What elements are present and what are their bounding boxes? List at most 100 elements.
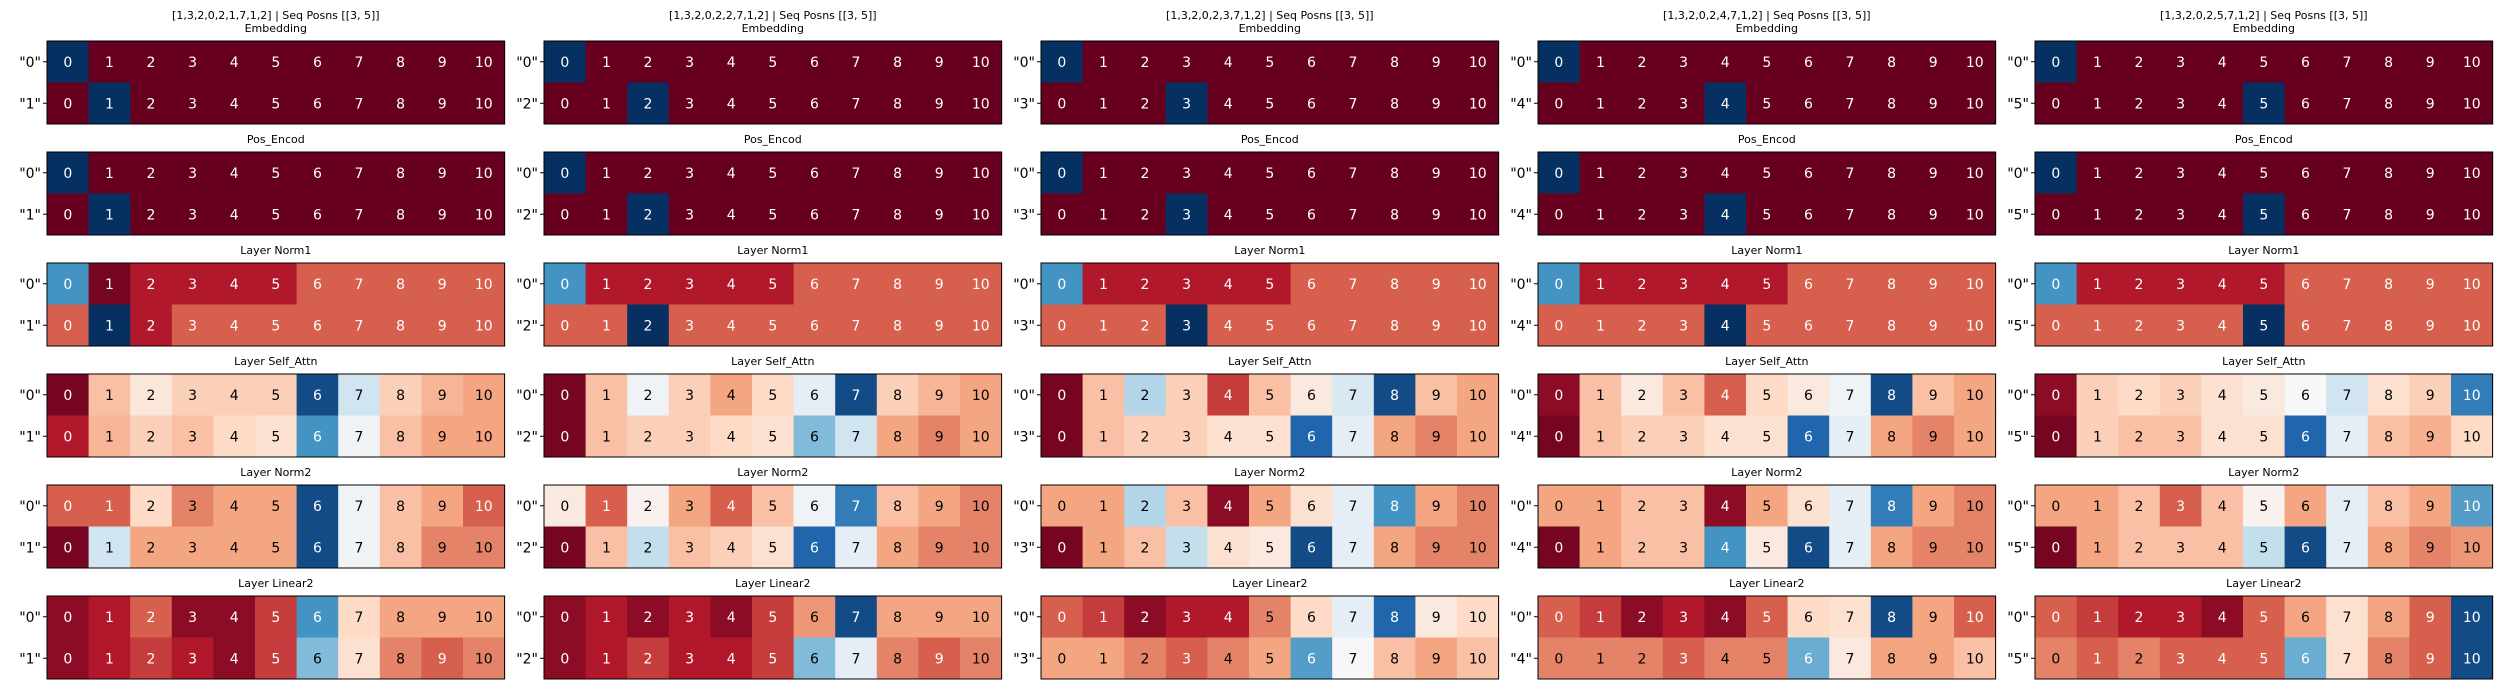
heatmap-cell [960,263,1003,305]
cell-label: 5 [2259,55,2268,71]
heatmap-cell [2035,374,2078,416]
cell-label: 8 [1887,651,1896,667]
cell-label: 3 [2176,651,2185,667]
cell-label: 5 [1762,499,1771,515]
heatmap-cell [1290,263,1333,305]
cell-label: 5 [1265,610,1274,626]
heatmap-cell [627,637,670,680]
cell-label: 5 [2259,318,2268,334]
heatmap-cell [2201,152,2244,194]
heatmap-cell [1829,41,1872,83]
cell-label: 3 [1679,540,1688,556]
heatmap-cell [2118,304,2161,347]
panel-title: [1,3,2,0,2,1,7,1,2] | Seq Posns [[3, 5]] [172,9,380,22]
cell-label: 5 [1265,429,1274,445]
heatmap-cell [585,304,628,347]
heatmap-frame [2034,373,2494,458]
heatmap-cell [338,193,381,236]
cell-label: 6 [313,388,322,404]
cell-label: 6 [313,207,322,223]
cell-label: 2 [1638,318,1647,334]
cell-label: 6 [1804,429,1813,445]
cell-label: 7 [852,96,861,112]
cell-label: 4 [230,610,239,626]
heatmap-cell [47,526,90,569]
cell-label: 2 [644,166,653,182]
row-label: "4" [1510,651,1532,667]
cell-label: 8 [396,277,405,293]
cell-label: 10 [972,388,990,404]
cell-label: 8 [2384,55,2393,71]
heatmap-cell [544,193,587,236]
heatmap-cell [2076,485,2119,527]
cell-label: 10 [1469,651,1487,667]
cell-label: 6 [313,540,322,556]
heatmap-cell [2118,526,2161,569]
heatmap-cell [960,304,1003,347]
row-label: "0" [2007,499,2029,515]
cell-label: 9 [438,166,447,182]
heatmap-cell [1207,152,1250,194]
heatmap-cell [2201,263,2244,305]
heatmap-cell [379,82,422,125]
cell-label: 9 [2426,318,2435,334]
heatmap-cell [835,193,878,236]
heatmap-cell [2451,374,2494,416]
cell-label: 10 [475,499,493,515]
cell-label: 0 [1554,207,1563,223]
heatmap-cell [627,415,670,458]
cell-label: 4 [230,55,239,71]
heatmap-cell [2451,526,2494,569]
cell-label: 6 [2301,318,2310,334]
cell-label: 4 [230,207,239,223]
cell-label: 8 [396,610,405,626]
heatmap-cell [752,263,795,305]
heatmap-cell [668,415,711,458]
heatmap-cell [1415,637,1458,680]
heatmap-cell [1290,637,1333,680]
row-label: "2" [516,540,538,556]
heatmap-cell [2284,82,2327,125]
row-label: "0" [1510,277,1532,293]
heatmap-cell [960,485,1003,527]
heatmap-cell [1870,374,1913,416]
cell-label: 5 [768,540,777,556]
heatmap-cell [47,596,90,638]
heatmap-cell [2451,193,2494,236]
cell-label: 8 [1390,277,1399,293]
heatmap-cell [793,596,836,638]
cell-label: 10 [1966,610,1984,626]
cell-label: 6 [1307,277,1316,293]
heatmap-cell [1870,82,1913,125]
heatmap-cell [2284,637,2327,680]
cell-label: 8 [893,388,902,404]
cell-label: 8 [396,96,405,112]
heatmap-cell [793,193,836,236]
heatmap-cell [960,374,1003,416]
heatmap-cell [2243,374,2286,416]
row-label: "0" [1013,610,1035,626]
cell-label: 2 [644,96,653,112]
heatmap-cell [1954,415,1997,458]
heatmap-cell [585,41,628,83]
heatmap-cell [88,415,131,458]
layer-title: Layer Norm2 [2228,466,2299,479]
cell-label: 5 [2259,499,2268,515]
cell-label: 9 [2426,651,2435,667]
heatmap-cell [2118,596,2161,638]
cell-label: 1 [2093,388,2102,404]
heatmap-cell [1290,526,1333,569]
cell-label: 3 [1182,277,1191,293]
cell-label: 9 [2426,55,2435,71]
heatmap-cell [1373,374,1416,416]
cell-label: 0 [2051,96,2060,112]
heatmap-cell [710,485,753,527]
cell-label: 2 [1141,277,1150,293]
heatmap-cell [1041,485,1084,527]
cell-label: 7 [1349,207,1358,223]
cell-label: 0 [63,388,72,404]
heatmap-cell [544,304,587,347]
cell-label: 10 [1469,499,1487,515]
cell-label: 7 [355,429,364,445]
cell-label: 4 [1721,207,1730,223]
